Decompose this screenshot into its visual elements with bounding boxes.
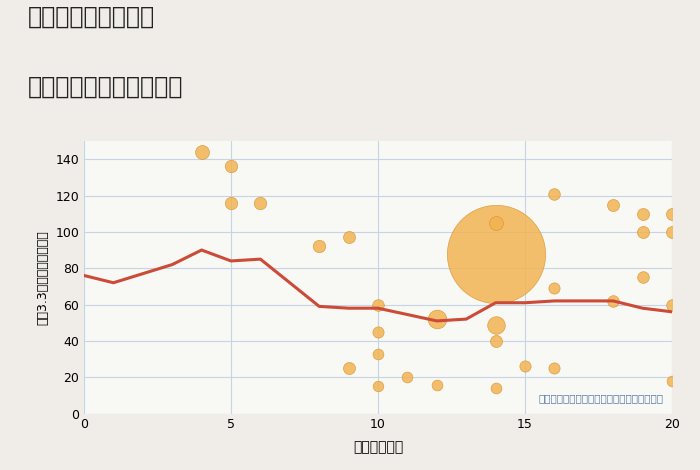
Point <box>343 364 354 372</box>
Point <box>196 148 207 156</box>
Point <box>490 250 501 258</box>
Point <box>608 201 619 208</box>
Point <box>490 384 501 392</box>
Point <box>666 210 678 218</box>
Y-axis label: 坪（3.3㎡）単価（万円）: 坪（3.3㎡）単価（万円） <box>36 230 50 325</box>
Point <box>255 199 266 206</box>
Text: 円の大きさは、取引のあった物件面積を示す: 円の大きさは、取引のあった物件面積を示す <box>538 393 663 403</box>
Point <box>637 210 648 218</box>
Point <box>666 301 678 308</box>
Point <box>666 228 678 235</box>
Point <box>225 163 237 170</box>
Point <box>372 301 384 308</box>
Point <box>314 243 325 250</box>
Point <box>225 199 237 206</box>
Point <box>372 328 384 336</box>
Point <box>343 234 354 241</box>
Point <box>372 383 384 390</box>
Point <box>549 284 560 292</box>
X-axis label: 駅距離（分）: 駅距離（分） <box>353 440 403 454</box>
Point <box>666 377 678 384</box>
Point <box>490 337 501 345</box>
Point <box>490 321 501 329</box>
Point <box>549 364 560 372</box>
Point <box>549 190 560 197</box>
Point <box>431 315 442 323</box>
Point <box>519 362 531 370</box>
Point <box>431 381 442 388</box>
Text: 駅距離別中古戸建て価格: 駅距離別中古戸建て価格 <box>28 75 183 99</box>
Point <box>402 374 413 381</box>
Point <box>637 228 648 235</box>
Point <box>608 297 619 305</box>
Point <box>637 274 648 281</box>
Point <box>372 350 384 357</box>
Text: 千葉県市原市佐是の: 千葉県市原市佐是の <box>28 5 155 29</box>
Point <box>490 219 501 227</box>
